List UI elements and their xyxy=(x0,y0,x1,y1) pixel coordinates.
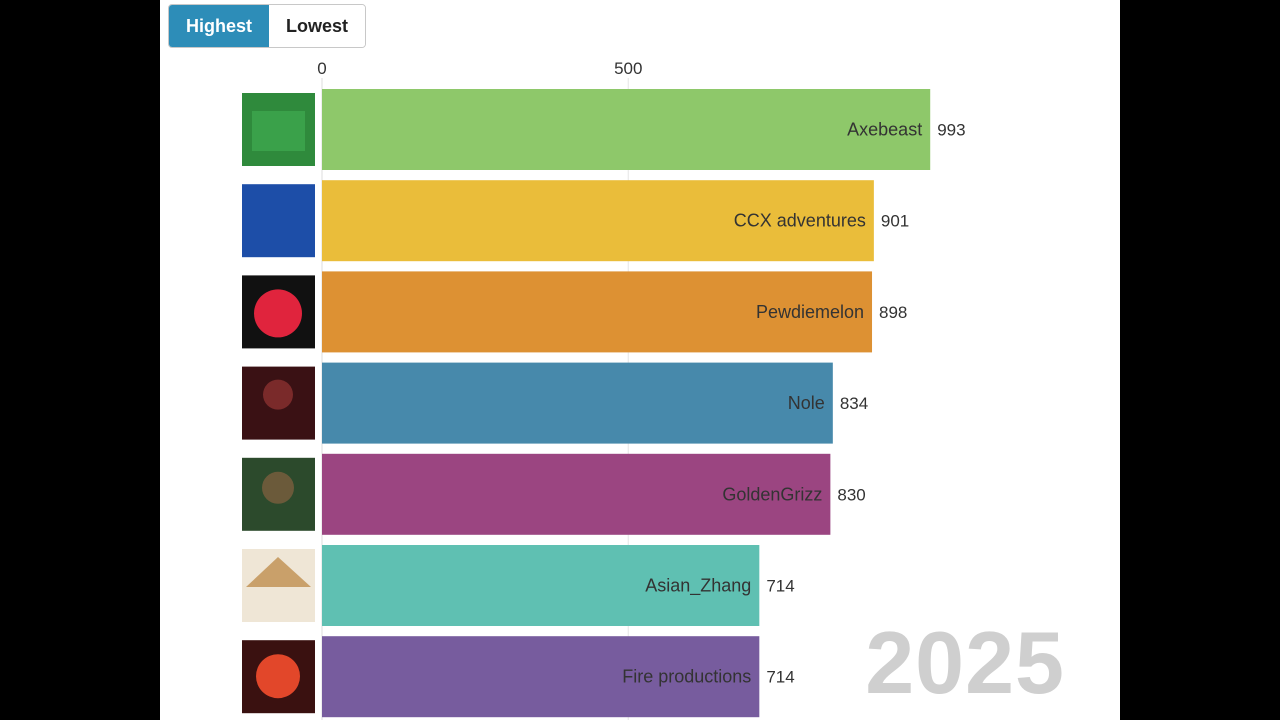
chart-stage: Highest Lowest 0 500 Axebeast 993 CCX advent… xyxy=(160,0,1120,720)
year-label: 2025 xyxy=(865,613,1065,712)
bar-fire-productions xyxy=(322,636,760,718)
bar-pewdiemelon xyxy=(322,271,873,353)
bar-nole xyxy=(322,362,833,444)
bar-axebeast xyxy=(322,89,931,170)
highest-button[interactable]: Highest xyxy=(169,5,270,47)
x-tick-label: 500 xyxy=(614,59,642,78)
value-label: 714 xyxy=(766,668,794,687)
team-photo-shape xyxy=(252,111,305,151)
player-head-shape xyxy=(263,379,293,410)
value-label: 830 xyxy=(837,485,865,504)
bar-chart: 0 500 Axebeast 993 CCX adventures 901 Pewdieme… xyxy=(242,59,966,720)
bar-ccx-adventures xyxy=(322,180,874,262)
bar-label: Axebeast xyxy=(847,120,922,140)
value-label: 714 xyxy=(766,577,794,596)
sort-toggle: Highest Lowest xyxy=(168,4,367,48)
bar-label: Nole xyxy=(788,393,825,413)
football-player-5-avatar xyxy=(242,184,315,258)
bar-label: Asian_Zhang xyxy=(645,576,751,597)
bar-label: CCX adventures xyxy=(734,211,866,231)
player-head-shape xyxy=(262,471,294,504)
red-ball-shape xyxy=(254,289,302,338)
lowest-button[interactable]: Lowest xyxy=(269,5,366,47)
bar-asian-zhang xyxy=(322,545,760,626)
x-tick-label: 0 xyxy=(317,59,326,78)
value-label: 834 xyxy=(840,394,868,413)
value-label: 901 xyxy=(881,212,909,231)
hat-shape xyxy=(246,557,311,587)
bar-label: Pewdiemelon xyxy=(756,302,864,322)
bar-goldengrizz xyxy=(322,453,831,535)
value-label: 898 xyxy=(879,303,907,322)
bar-label: Fire productions xyxy=(622,667,751,687)
fire-shape xyxy=(256,654,300,699)
value-label: 993 xyxy=(937,121,965,140)
bar-label: GoldenGrizz xyxy=(722,484,822,504)
